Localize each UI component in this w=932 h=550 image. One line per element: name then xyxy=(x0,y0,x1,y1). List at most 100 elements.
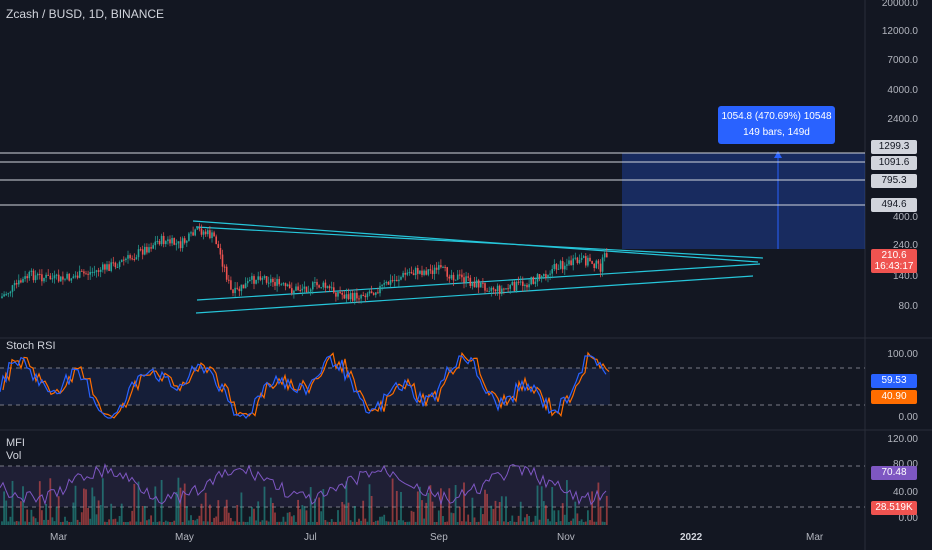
candle-body xyxy=(433,267,436,275)
trendline-lower-2[interactable] xyxy=(195,275,754,314)
candle-body xyxy=(158,241,161,245)
volume-bar xyxy=(108,519,110,525)
mfi-tick: 0.00 xyxy=(898,513,918,524)
time-tick: Nov xyxy=(557,532,575,543)
symbol-title[interactable]: Zcash / BUSD, 1D, BINANCE xyxy=(6,7,165,21)
volume-bar xyxy=(356,521,358,525)
level-tag[interactable]: 494.6 xyxy=(871,198,917,212)
candle-body xyxy=(522,281,524,286)
candle-body xyxy=(129,255,131,259)
volume-bar xyxy=(246,521,249,525)
level-tag[interactable]: 795.3 xyxy=(871,174,917,188)
candle-body xyxy=(228,279,230,281)
volume-bar xyxy=(51,517,54,525)
volume-bar xyxy=(188,520,190,525)
volume-bar xyxy=(463,482,465,525)
candle-body xyxy=(339,291,341,294)
volume-bar xyxy=(213,517,215,525)
volume-bar xyxy=(36,521,39,525)
candle-body xyxy=(95,270,98,272)
candle-body xyxy=(242,284,245,289)
candle-body xyxy=(427,269,430,275)
volume-bar xyxy=(114,518,117,525)
candle-body xyxy=(263,276,266,278)
candle-body xyxy=(36,273,39,276)
candle-body xyxy=(297,286,299,291)
measure-change: 1054.8 (470.69%) 10548 xyxy=(721,111,832,122)
candle-body xyxy=(225,266,228,280)
candle-body xyxy=(511,281,514,286)
volume-bar xyxy=(141,506,144,525)
candle-body xyxy=(234,287,236,294)
volume-bar xyxy=(574,501,577,525)
candle-body xyxy=(446,267,448,277)
stoch-d-value: 40.90 xyxy=(871,390,917,404)
volume-bar xyxy=(227,512,230,525)
candle-body xyxy=(456,274,459,280)
volume-bar xyxy=(59,521,62,525)
candle-body xyxy=(532,277,535,284)
volume-bar xyxy=(605,495,608,525)
candle-body xyxy=(375,292,377,295)
candle-body xyxy=(15,283,18,285)
candle-body xyxy=(337,291,339,297)
candle-body xyxy=(354,292,356,301)
volume-bar xyxy=(112,519,115,525)
volume-bar xyxy=(286,512,289,525)
trendline-upper[interactable] xyxy=(192,220,759,263)
candle-body xyxy=(85,273,87,275)
candle-body xyxy=(454,279,457,281)
current-price-tag[interactable]: 210.6 16:43:17 xyxy=(871,249,917,273)
level-tag[interactable]: 1091.6 xyxy=(871,156,917,170)
candle-body xyxy=(477,280,480,288)
candle-body xyxy=(431,270,434,275)
volume-bar xyxy=(595,521,598,525)
candle-body xyxy=(13,283,16,286)
candlestick-series[interactable] xyxy=(1,223,608,305)
volume-bar xyxy=(553,510,556,525)
volume-bar xyxy=(559,521,562,525)
candle-body xyxy=(543,274,545,277)
mfi-title[interactable]: MFI xyxy=(6,437,25,449)
candle-body xyxy=(343,294,346,299)
volume-bar xyxy=(196,518,199,525)
candle-body xyxy=(559,261,562,269)
measure-label[interactable]: 1054.8 (470.69%) 10548 149 bars, 149d xyxy=(718,106,835,144)
candle-body xyxy=(379,285,381,294)
candle-body xyxy=(564,265,566,270)
candle-body xyxy=(99,269,102,272)
candle-body xyxy=(244,283,247,289)
candle-body xyxy=(177,241,180,244)
candle-body xyxy=(110,262,112,271)
volume-bar xyxy=(515,521,518,525)
mfi-tick: 120.00 xyxy=(887,434,918,445)
volume-bar xyxy=(175,491,178,525)
candle-body xyxy=(509,285,511,289)
volume-bar xyxy=(87,507,89,525)
candle-body xyxy=(49,275,52,280)
volume-bar xyxy=(395,490,398,525)
candle-body xyxy=(1,296,3,298)
stoch-rsi-title[interactable]: Stoch RSI xyxy=(6,340,56,352)
mfi-line xyxy=(0,462,607,506)
candle-body xyxy=(160,235,163,245)
level-tag[interactable]: 1299.3 xyxy=(871,140,917,154)
candle-body xyxy=(282,283,285,285)
candle-body xyxy=(547,274,549,278)
volume-bar xyxy=(576,513,579,525)
candle-body xyxy=(291,288,293,294)
volume-bar xyxy=(324,520,327,525)
candle-body xyxy=(408,272,411,274)
candle-body xyxy=(41,274,43,282)
candle-body xyxy=(452,274,455,281)
volume-bar xyxy=(198,515,201,525)
vol-title[interactable]: Vol xyxy=(6,450,22,462)
candle-body xyxy=(272,278,274,283)
candle-body xyxy=(39,273,41,275)
candle-body xyxy=(200,228,203,235)
volume-bar xyxy=(95,514,98,525)
trendline-upper-2[interactable] xyxy=(195,226,764,259)
measure-range[interactable] xyxy=(622,153,865,249)
candle-body xyxy=(68,273,70,281)
